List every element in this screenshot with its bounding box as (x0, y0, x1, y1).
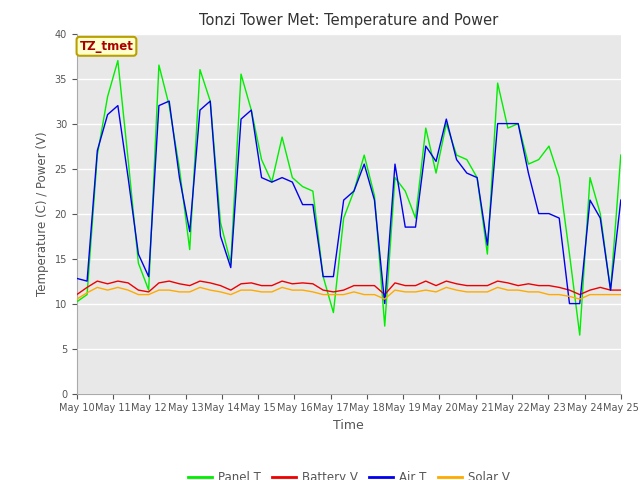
Title: Tonzi Tower Met: Temperature and Power: Tonzi Tower Met: Temperature and Power (199, 13, 499, 28)
Text: TZ_tmet: TZ_tmet (79, 40, 133, 53)
X-axis label: Time: Time (333, 419, 364, 432)
Legend: Panel T, Battery V, Air T, Solar V: Panel T, Battery V, Air T, Solar V (183, 466, 515, 480)
Y-axis label: Temperature (C) / Power (V): Temperature (C) / Power (V) (36, 132, 49, 296)
